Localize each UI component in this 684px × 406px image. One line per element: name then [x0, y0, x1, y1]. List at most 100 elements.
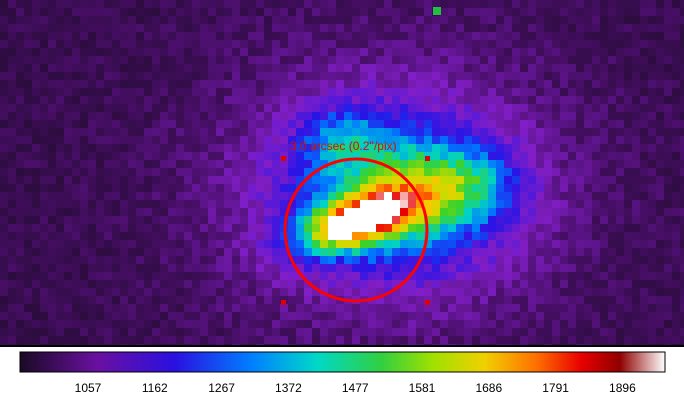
pixel [304, 0, 312, 8]
pixel [208, 232, 216, 240]
pixel [592, 24, 600, 32]
pixel [576, 296, 584, 304]
pixel [408, 48, 416, 56]
pixel [344, 248, 352, 256]
pixel [664, 16, 672, 24]
pixel [56, 288, 64, 296]
pixel [304, 128, 312, 136]
pixel [512, 184, 520, 192]
pixel [0, 208, 8, 216]
pixel [160, 200, 168, 208]
pixel [216, 288, 224, 296]
pixel [48, 88, 56, 96]
pixel [368, 328, 376, 336]
pixel [320, 312, 328, 320]
pixel [32, 104, 40, 112]
pixel [448, 64, 456, 72]
pixel [432, 128, 440, 136]
pixel [568, 32, 576, 40]
pixel [328, 208, 336, 216]
pixel [336, 304, 344, 312]
pixel [24, 64, 32, 72]
pixel [48, 224, 56, 232]
pixel [352, 72, 360, 80]
pixel [552, 128, 560, 136]
pixel [208, 272, 216, 280]
pixel [240, 80, 248, 88]
pixel [432, 168, 440, 176]
colorbar-tick-label: 1057 [75, 381, 102, 395]
pixel [304, 184, 312, 192]
pixel [72, 120, 80, 128]
pixel [584, 224, 592, 232]
pixel [16, 184, 24, 192]
pixel [240, 120, 248, 128]
pixel [136, 176, 144, 184]
pixel [568, 80, 576, 88]
handle[interactable] [425, 156, 430, 161]
pixel [536, 120, 544, 128]
pixel [568, 240, 576, 248]
pixel [584, 304, 592, 312]
pixel [384, 304, 392, 312]
pixel [504, 272, 512, 280]
pixel [160, 152, 168, 160]
pixel [424, 32, 432, 40]
pixel [536, 304, 544, 312]
pixel [120, 272, 128, 280]
pixel [664, 256, 672, 264]
pixel [8, 176, 16, 184]
pixel [248, 104, 256, 112]
pixel [48, 144, 56, 152]
pixel [312, 296, 320, 304]
pixel [672, 320, 680, 328]
handle[interactable] [281, 300, 286, 305]
pixel [648, 16, 656, 24]
pixel [576, 152, 584, 160]
pixel [512, 312, 520, 320]
pixel [168, 176, 176, 184]
pixel [192, 200, 200, 208]
pixel [176, 176, 184, 184]
pixel [560, 280, 568, 288]
pixel [232, 224, 240, 232]
pixel [576, 184, 584, 192]
pixel [512, 280, 520, 288]
pixel [472, 248, 480, 256]
pixel [488, 72, 496, 80]
pixel [216, 152, 224, 160]
pixel [256, 312, 264, 320]
pixel [536, 88, 544, 96]
pixel [176, 56, 184, 64]
handle[interactable] [281, 156, 286, 161]
pixel [528, 96, 536, 104]
pixel [536, 328, 544, 336]
pixel [400, 224, 408, 232]
pixel [56, 144, 64, 152]
pixel [336, 248, 344, 256]
pixel [680, 248, 684, 256]
pixel [616, 168, 624, 176]
pixel [88, 8, 96, 16]
pixel [256, 288, 264, 296]
pixel [440, 8, 448, 16]
pixel [520, 320, 528, 328]
pixel [448, 0, 456, 8]
pixel [456, 248, 464, 256]
pixel [360, 304, 368, 312]
pixel [496, 152, 504, 160]
pixel [208, 240, 216, 248]
pixel [176, 280, 184, 288]
pixel [40, 32, 48, 40]
pixel [216, 264, 224, 272]
pixel [344, 8, 352, 16]
pixel [368, 232, 376, 240]
pixel [200, 8, 208, 16]
pixel [40, 96, 48, 104]
pixel [0, 56, 8, 64]
pixel [344, 88, 352, 96]
handle[interactable] [425, 300, 430, 305]
pixel [112, 304, 120, 312]
pixel [0, 288, 8, 296]
pixel [528, 0, 536, 8]
